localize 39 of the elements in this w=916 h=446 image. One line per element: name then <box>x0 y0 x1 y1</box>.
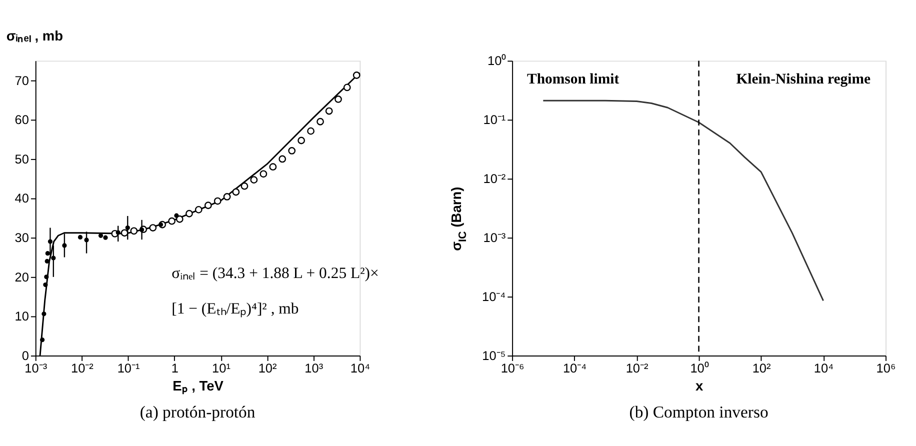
y-tick-label: 10⁻⁵ <box>482 348 506 363</box>
x-tick-label: 10¹ <box>212 360 230 376</box>
annotation: Thomson limit <box>526 71 620 88</box>
y-tick-label: 70 <box>14 72 29 88</box>
y-tick-label: 30 <box>14 230 29 246</box>
x-tick-label: 10⁻³ <box>24 360 48 376</box>
y-tick-label: 0 <box>22 348 29 363</box>
y-tick-label: 10⁻¹ <box>483 112 506 128</box>
text: (a) protón-protón <box>140 402 256 422</box>
annotation: Klein-Nishina regime <box>736 71 872 88</box>
y-tick-label: 10⁻³ <box>483 230 506 246</box>
y-axis-title: σIC (Barn) <box>448 186 469 251</box>
y-tick-label: 10⁻⁴ <box>482 289 506 304</box>
y-tick-label: 10⁻² <box>483 171 506 186</box>
y-axis-title: σᵢₙₑₗ , mb <box>6 28 63 44</box>
x-tick-label: 10² <box>752 360 772 376</box>
x-tick-label: 1 <box>171 360 178 376</box>
x-axis-title: Eₚ , TeV <box>172 378 224 394</box>
y-tick-label: 50 <box>14 151 29 166</box>
annotation: σᵢₙₑₗ = (34.3 + 1.88 L + 0.25 L²)× <box>172 264 379 282</box>
x-tick-label: 10⁻² <box>70 360 94 376</box>
annotation: [1 − (Eₜₕ/Eₚ)⁴]² , mb <box>172 300 299 318</box>
x-tick-label: 10⁻⁶ <box>500 360 524 376</box>
y-tick-label: 60 <box>14 112 29 128</box>
y-tick-label: 40 <box>14 190 29 206</box>
y-tick-label: 20 <box>14 269 29 284</box>
x-tick-label: 10⁻⁴ <box>562 360 587 376</box>
text: (b) Compton inverso <box>629 402 768 422</box>
x-tick-label: 10⁴ <box>814 360 834 376</box>
y-tick-label: 10 <box>14 308 29 324</box>
x-tick-label: 10⁴ <box>350 360 370 376</box>
x-axis-title: x <box>695 378 704 394</box>
x-tick-label: 10⁻¹ <box>117 360 140 376</box>
x-tick-label: 10⁰ <box>690 360 710 376</box>
x-tick-label: 10³ <box>304 360 324 376</box>
x-tick-label: 10⁻² <box>626 360 650 376</box>
y-tick-label: 10⁰ <box>487 53 507 68</box>
x-tick-label: 10⁶ <box>876 360 896 376</box>
x-tick-label: 10² <box>258 360 278 376</box>
